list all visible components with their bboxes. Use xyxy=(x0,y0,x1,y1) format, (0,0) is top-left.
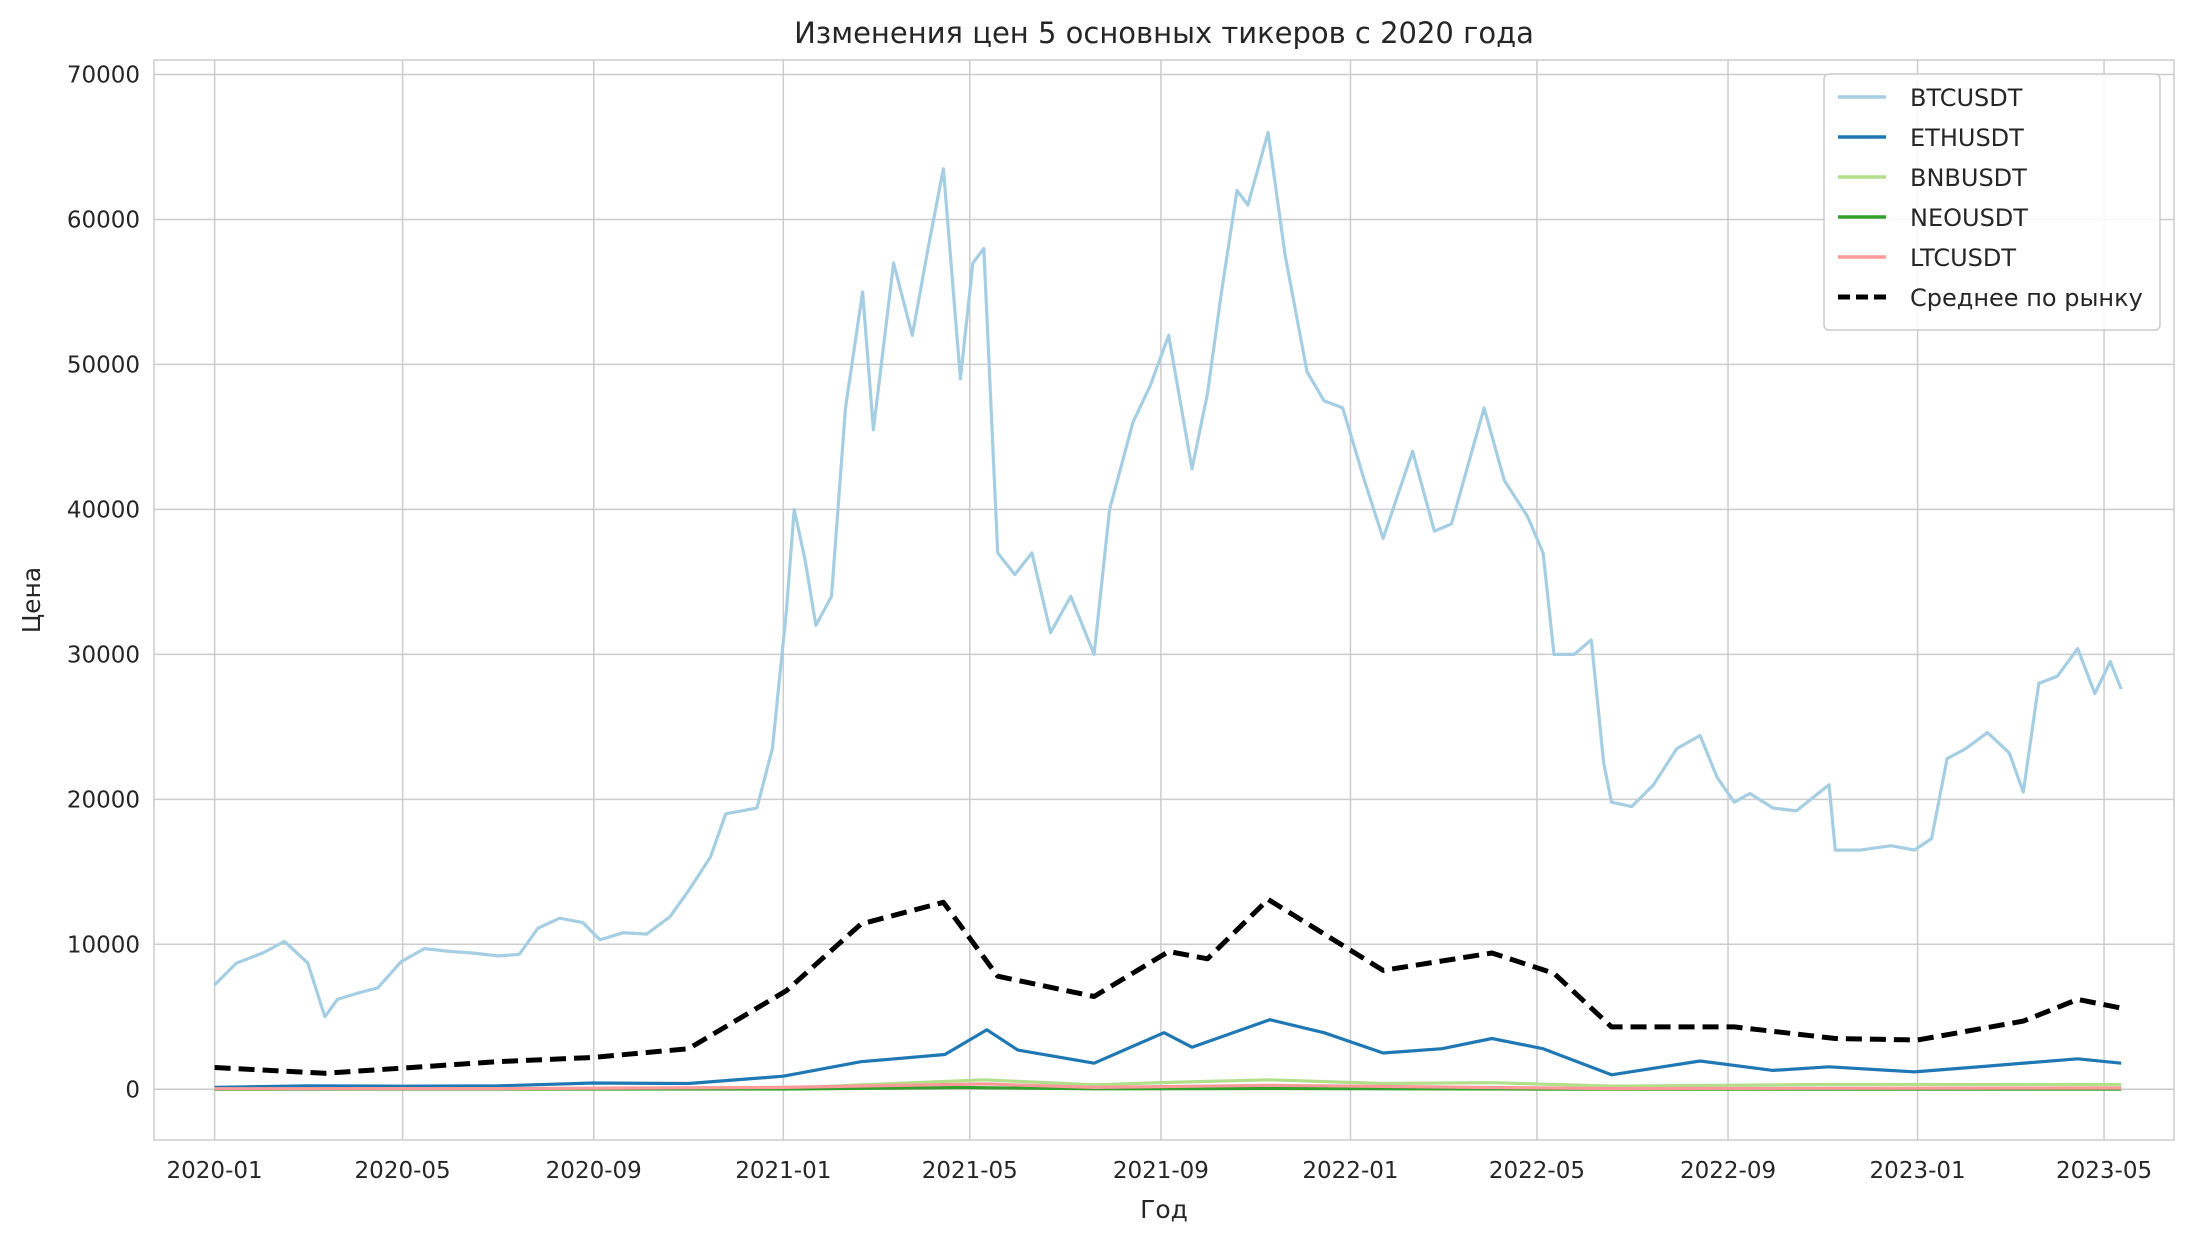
series-line-ethusdt xyxy=(214,1018,2122,1089)
y-tick-label: 0 xyxy=(125,1077,140,1103)
chart-title: Изменения цен 5 основных тикеров с 2020 … xyxy=(794,16,1534,50)
x-tick-label: 2021-01 xyxy=(735,1158,831,1184)
x-tick-label: 2021-09 xyxy=(1113,1158,1209,1184)
x-tick-label: 2023-01 xyxy=(1870,1158,1966,1184)
y-tick-label: 50000 xyxy=(67,352,140,378)
x-tick-label: 2023-05 xyxy=(2056,1158,2152,1184)
y-tick-label: 10000 xyxy=(67,932,140,958)
legend: BTCUSDT ETHUSDT BNBUSDT NEOUSDT LTCUSDT Средн… xyxy=(1823,73,2161,331)
x-axis-label: Год xyxy=(1140,1195,1188,1224)
x-tick-label: 2022-01 xyxy=(1302,1158,1398,1184)
x-tick-label: 2022-05 xyxy=(1489,1158,1585,1184)
plot-frame xyxy=(153,59,2175,1141)
y-axis-label: Цена xyxy=(17,567,46,633)
series-line-ltcusdt xyxy=(214,1082,2122,1091)
legend-label: LTCUSDT xyxy=(1910,244,2016,272)
legend-box xyxy=(1823,73,2161,331)
series-line-среднее-по-рынку xyxy=(214,896,2122,1076)
legend-label: ETHUSDT xyxy=(1910,124,2024,152)
x-tick-label: 2020-09 xyxy=(546,1158,642,1184)
y-tick-label: 30000 xyxy=(67,642,140,668)
y-tick-label: 20000 xyxy=(67,787,140,813)
x-tick-label: 2020-05 xyxy=(355,1158,451,1184)
tick-labels: 2020-01 2020-05 2020-09 2021-01 2021-05 2021-… xyxy=(67,62,2152,1184)
y-tick-label: 70000 xyxy=(67,62,140,88)
legend-label: BNBUSDT xyxy=(1910,164,2027,192)
legend-label: NEOUSDT xyxy=(1910,204,2028,232)
legend-label: Среднее по рынку xyxy=(1910,284,2143,312)
legend-label: BTCUSDT xyxy=(1910,84,2023,112)
x-tick-label: 2021-05 xyxy=(922,1158,1018,1184)
x-tick-label: 2020-01 xyxy=(167,1158,263,1184)
series-lines xyxy=(213,130,2123,1091)
series-line-btcusdt xyxy=(213,130,2123,1019)
x-tick-label: 2022-09 xyxy=(1680,1158,1776,1184)
y-tick-label: 60000 xyxy=(67,207,140,233)
y-tick-label: 40000 xyxy=(67,497,140,523)
